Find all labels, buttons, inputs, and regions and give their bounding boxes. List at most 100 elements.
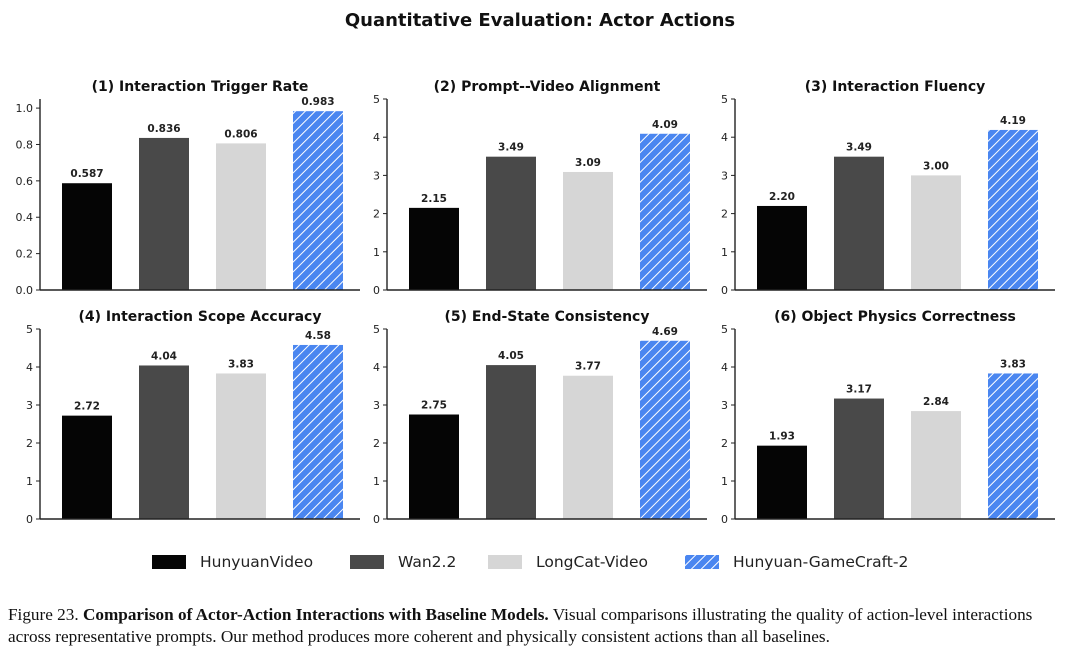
figure-caption: Figure 23. Comparison of Actor-Action In…	[8, 604, 1076, 648]
y-tick-label: 0	[373, 284, 380, 297]
y-tick-label: 5	[373, 323, 380, 336]
data-label: 4.19	[1000, 115, 1026, 127]
y-tick-label: 4	[26, 361, 33, 374]
bar-hunyuan-gamecraft-2	[293, 111, 343, 290]
bar-hunyuan-gamecraft-2	[293, 344, 343, 519]
legend-swatch	[488, 555, 522, 569]
bar-hunyuanvideo	[62, 183, 112, 290]
panel-5: (5) End-State Consistency 2.75 4.05 3.77 4.6…	[373, 309, 707, 526]
legend-label: Wan2.2	[398, 553, 457, 571]
bar-hunyuanvideo	[757, 445, 807, 519]
data-label: 0.983	[301, 96, 334, 108]
panel-6: (6) Object Physics Correctness 1.93 3.17 2.…	[721, 309, 1055, 526]
bar-hunyuan-gamecraft-2	[988, 129, 1038, 290]
bar-hunyuanvideo	[409, 414, 459, 519]
y-tick-label: 4	[373, 361, 380, 374]
data-label: 3.49	[846, 142, 872, 154]
y-tick-label: 0	[373, 513, 380, 526]
chart-figure: Quantitative Evaluation: Actor Actions (…	[16, 10, 1055, 526]
panel-title: (1) Interaction Trigger Rate	[92, 79, 309, 95]
panel-1: (1) Interaction Trigger Rate 0.587 0.836 0.…	[16, 79, 360, 297]
bar-wan2.2	[834, 156, 884, 290]
panel-title: (6) Object Physics Correctness	[774, 309, 1016, 325]
y-tick-label: 1	[26, 475, 33, 488]
legend-item-wan: Wan2.2	[350, 550, 456, 574]
bar-longcat-video	[563, 171, 613, 290]
data-label: 2.72	[74, 401, 100, 413]
data-label: 4.09	[652, 119, 678, 131]
y-tick-label: 0.6	[16, 175, 34, 188]
y-tick-label: 1	[721, 246, 728, 259]
legend-label: HunyuanVideo	[200, 553, 314, 571]
panel-2: (2) Prompt--Video Alignment 2.15 3.49 3.09 4…	[373, 79, 707, 297]
legend-item-gamecraft: Hunyuan-GameCraft-2	[685, 550, 908, 574]
y-tick-label: 5	[721, 323, 728, 336]
data-label: 4.05	[498, 350, 524, 362]
data-label: 3.17	[846, 384, 872, 396]
caption-bold: Comparison of Actor-Action Interactions …	[82, 605, 549, 624]
y-tick-label: 3	[373, 399, 380, 412]
legend: HunyuanVideo Wan2.2 LongCat-Video Hunyua…	[0, 550, 1080, 574]
y-tick-label: 2	[721, 437, 728, 450]
y-tick-label: 1.0	[16, 102, 34, 115]
panel-title: (4) Interaction Scope Accuracy	[79, 309, 322, 325]
data-label: 3.00	[923, 160, 949, 172]
bar-hunyuan-gamecraft-2	[640, 340, 690, 519]
data-label: 2.75	[421, 400, 447, 412]
panel-title: (2) Prompt--Video Alignment	[434, 79, 661, 95]
bar-longcat-video	[216, 373, 266, 519]
y-tick-label: 2	[26, 437, 33, 450]
y-tick-label: 1	[721, 475, 728, 488]
y-tick-label: 3	[721, 169, 728, 182]
data-label: 4.04	[151, 350, 177, 362]
data-label: 2.84	[923, 396, 949, 408]
y-tick-label: 0	[26, 513, 33, 526]
panel-title: (5) End-State Consistency	[445, 309, 650, 325]
bar-longcat-video	[216, 143, 266, 290]
y-tick-label: 2	[373, 437, 380, 450]
bar-longcat-video	[911, 175, 961, 290]
y-tick-label: 0.2	[16, 248, 34, 261]
data-label: 4.58	[305, 330, 331, 342]
y-tick-label: 2	[721, 208, 728, 221]
y-tick-label: 0	[721, 284, 728, 297]
y-tick-label: 3	[373, 169, 380, 182]
y-tick-label: 0	[721, 513, 728, 526]
legend-label: LongCat-Video	[536, 553, 649, 571]
legend-swatch	[152, 555, 186, 569]
data-label: 0.806	[224, 128, 257, 140]
data-label: 3.49	[498, 142, 524, 154]
bar-longcat-video	[563, 375, 613, 519]
legend-swatch-hatched	[685, 555, 719, 569]
data-label: 3.83	[1000, 358, 1026, 370]
bar-hunyuanvideo	[62, 415, 112, 519]
y-tick-label: 0.0	[16, 284, 34, 297]
bar-longcat-video	[911, 411, 961, 519]
y-tick-label: 1	[373, 246, 380, 259]
y-tick-label: 0.4	[16, 211, 34, 224]
data-label: 1.93	[769, 431, 795, 443]
bar-hunyuanvideo	[757, 205, 807, 290]
data-label: 2.20	[769, 191, 795, 203]
data-label: 0.587	[70, 168, 103, 180]
legend-item-hunyuanvideo: HunyuanVideo	[152, 550, 313, 574]
bar-wan2.2	[139, 137, 189, 290]
chart-title: Quantitative Evaluation: Actor Actions	[345, 10, 735, 31]
bar-hunyuan-gamecraft-2	[640, 133, 690, 290]
bar-hunyuanvideo	[409, 207, 459, 290]
y-tick-label: 4	[373, 131, 380, 144]
y-tick-label: 5	[26, 323, 33, 336]
data-label: 3.09	[575, 157, 601, 169]
y-tick-label: 3	[26, 399, 33, 412]
y-tick-label: 5	[721, 93, 728, 106]
bar-hunyuan-gamecraft-2	[988, 373, 1038, 519]
data-label: 0.836	[147, 123, 180, 135]
bar-wan2.2	[486, 365, 536, 519]
data-label: 2.15	[421, 193, 447, 205]
bar-wan2.2	[486, 156, 536, 290]
legend-item-longcat: LongCat-Video	[488, 550, 648, 574]
y-tick-label: 3	[721, 399, 728, 412]
caption-label: Figure 23.	[8, 605, 79, 624]
y-tick-label: 4	[721, 131, 728, 144]
y-tick-label: 5	[373, 93, 380, 106]
